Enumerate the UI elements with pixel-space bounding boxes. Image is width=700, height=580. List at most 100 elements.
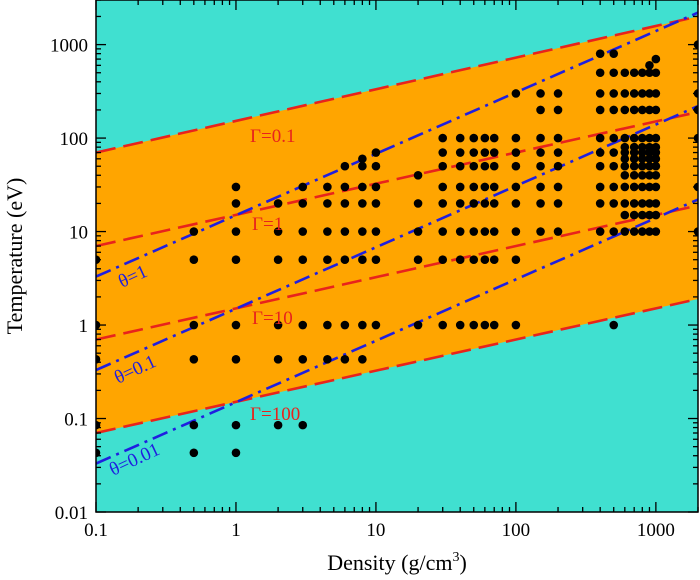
- data-point-168: [629, 170, 639, 180]
- data-point-104: [489, 133, 499, 143]
- data-point-151: [620, 227, 630, 236]
- data-point-58: [371, 161, 381, 171]
- data-point-10: [189, 227, 199, 236]
- data-point-119: [536, 133, 545, 143]
- data-point-47: [358, 255, 367, 265]
- data-point-214: [651, 105, 661, 115]
- data-point-84: [469, 199, 479, 208]
- data-point-175: [629, 89, 639, 98]
- data-point-106: [511, 255, 521, 265]
- data-point-167: [629, 182, 639, 192]
- data-point-56: [371, 199, 381, 208]
- data-point-177: [638, 227, 647, 236]
- data-point-34: [323, 255, 332, 265]
- y-tick-label-5: 1000: [50, 36, 88, 57]
- data-point-20: [273, 355, 283, 364]
- data-point-65: [438, 320, 448, 330]
- data-point-160: [620, 133, 630, 143]
- data-point-196: [645, 154, 654, 164]
- data-point-7: [189, 355, 199, 364]
- data-point-183: [638, 154, 647, 164]
- data-point-21: [273, 320, 283, 330]
- data-point-114: [536, 227, 545, 236]
- data-point-129: [553, 89, 563, 98]
- data-point-187: [638, 105, 647, 115]
- data-point-138: [595, 68, 605, 78]
- data-point-133: [595, 161, 605, 171]
- data-point-131: [595, 199, 605, 208]
- data-point-8: [189, 320, 199, 330]
- data-point-136: [595, 105, 605, 115]
- gamma-line-2: [96, 204, 698, 341]
- data-point-200: [645, 105, 654, 115]
- data-point-67: [438, 227, 448, 236]
- data-point-78: [455, 161, 465, 171]
- data-point-159: [620, 142, 630, 152]
- y-tick-label-2: 1: [79, 316, 89, 337]
- data-point-103: [489, 148, 499, 157]
- data-point-96: [480, 133, 490, 143]
- x-axis-title: Density (g/cm3): [327, 550, 467, 575]
- data-point-172: [629, 142, 639, 152]
- x-tick-label-0: 0.1: [84, 520, 108, 541]
- x-tick-label-1: 1: [231, 520, 241, 541]
- x-tick-label-4: 1000: [637, 520, 675, 541]
- data-point-130: [595, 227, 605, 236]
- data-points: [96, 40, 698, 458]
- data-point-71: [438, 148, 448, 157]
- data-point-61: [413, 255, 423, 265]
- data-point-6: [189, 420, 199, 430]
- data-point-203: [645, 61, 654, 70]
- data-point-48: [358, 227, 367, 236]
- data-point-82: [469, 255, 479, 265]
- data-point-148: [609, 89, 619, 98]
- data-point-217: [651, 54, 661, 64]
- axis-ticks: [95, 0, 699, 513]
- data-point-204: [651, 227, 661, 236]
- data-point-66: [438, 255, 448, 265]
- data-point-54: [371, 255, 381, 265]
- data-point-209: [651, 161, 661, 171]
- data-point-205: [651, 210, 661, 220]
- data-point-134: [595, 148, 605, 157]
- data-point-100: [489, 199, 499, 208]
- data-point-0: [96, 448, 101, 458]
- data-point-128: [553, 105, 563, 115]
- data-point-127: [553, 133, 563, 143]
- x-tick-label-3: 100: [502, 520, 531, 541]
- data-point-162: [620, 89, 630, 98]
- data-point-185: [638, 142, 647, 152]
- data-point-156: [620, 161, 630, 171]
- data-point-32: [323, 355, 332, 364]
- data-point-208: [651, 170, 661, 180]
- data-point-69: [438, 182, 448, 192]
- data-point-98: [489, 255, 499, 265]
- data-point-193: [645, 182, 654, 192]
- data-point-195: [645, 161, 654, 171]
- data-point-74: [455, 255, 465, 265]
- data-point-135: [595, 133, 605, 143]
- data-point-80: [455, 133, 465, 143]
- data-point-115: [536, 199, 545, 208]
- data-point-202: [645, 68, 654, 78]
- data-point-85: [469, 182, 479, 192]
- data-point-16: [231, 227, 241, 236]
- data-point-181: [638, 170, 647, 180]
- data-point-188: [638, 89, 647, 98]
- data-point-101: [489, 182, 499, 192]
- data-point-147: [609, 105, 619, 115]
- data-point-122: [553, 227, 563, 236]
- data-point-24: [273, 199, 283, 208]
- gamma-line-3: [96, 297, 698, 435]
- data-point-87: [469, 148, 479, 157]
- data-point-42: [340, 199, 350, 208]
- data-point-53: [371, 320, 381, 330]
- data-point-179: [638, 199, 647, 208]
- data-point-182: [638, 161, 647, 171]
- data-point-141: [609, 227, 619, 236]
- data-point-38: [340, 355, 350, 364]
- data-point-173: [629, 133, 639, 143]
- data-point-72: [438, 133, 448, 143]
- data-point-163: [620, 68, 630, 78]
- data-point-145: [609, 148, 619, 157]
